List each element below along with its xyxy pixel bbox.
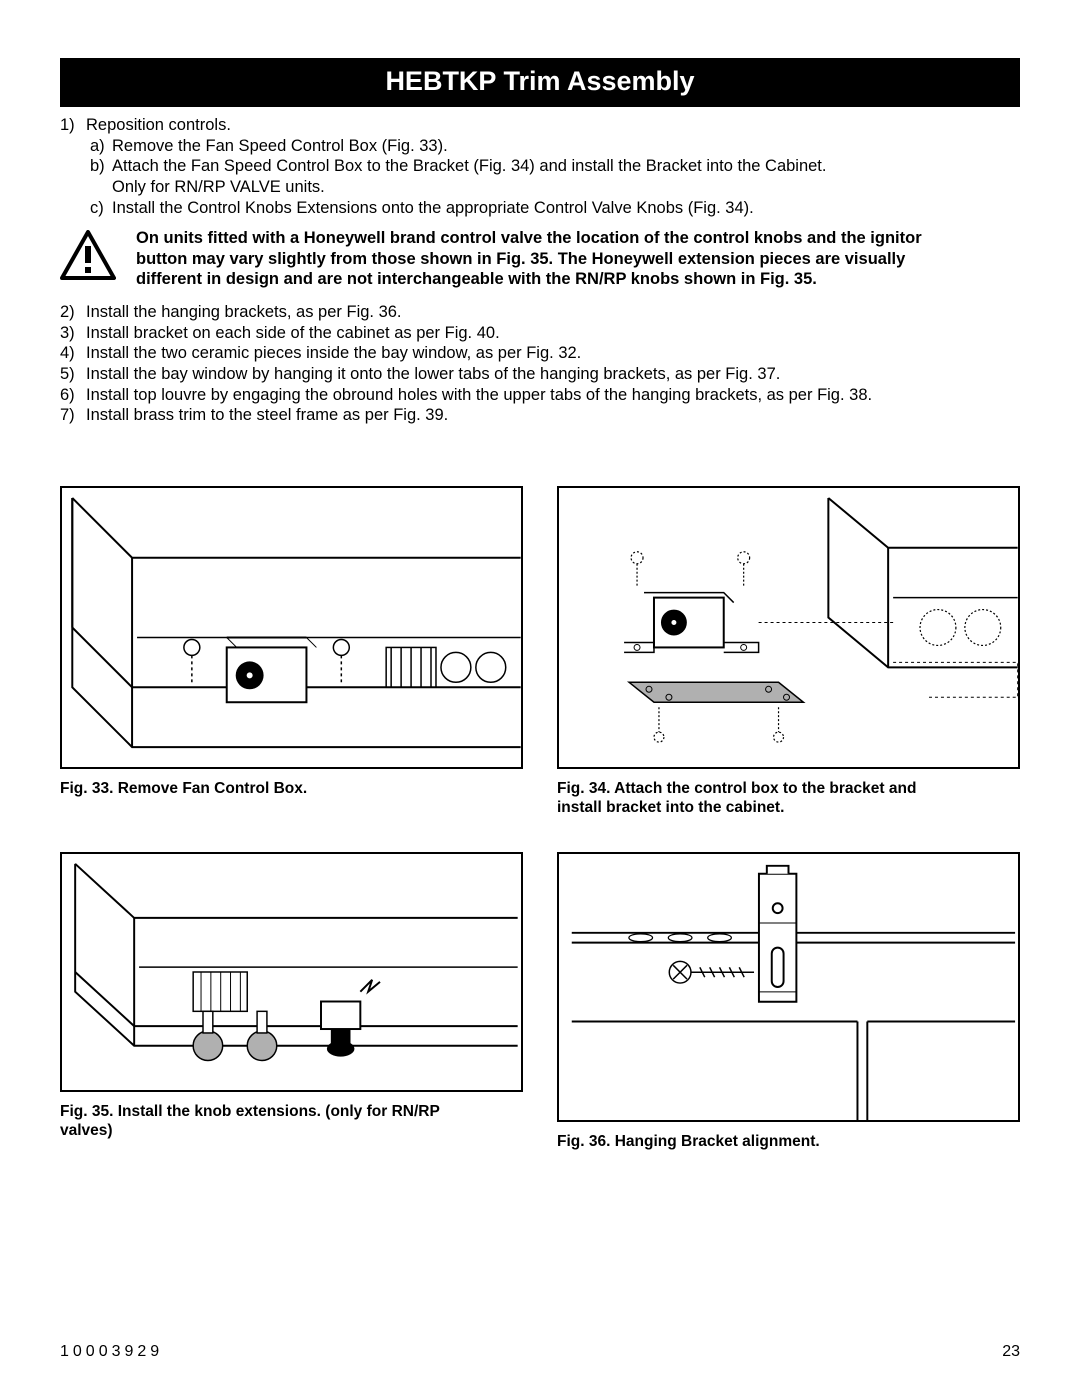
figure-34-caption-l2: install bracket into the cabinet. <box>557 798 1020 817</box>
warning-line1: On units fitted with a Honeywell brand c… <box>136 228 922 249</box>
step-1a: a) Remove the Fan Speed Control Box (Fig… <box>60 136 1020 157</box>
figure-34-diagram <box>557 486 1020 769</box>
step-1b-line1: Attach the Fan Speed Control Box to the … <box>112 156 1020 177</box>
figure-36-diagram <box>557 852 1020 1122</box>
figure-36: Fig. 36. Hanging Bracket alignment. <box>557 852 1020 1151</box>
step-1b-line2: Only for RN/RP VALVE units. <box>112 177 1020 198</box>
warning-icon <box>60 228 116 280</box>
step-1a-text: Remove the Fan Speed Control Box (Fig. 3… <box>112 136 1020 157</box>
step-7-text: Install brass trim to the steel frame as… <box>86 405 1020 426</box>
step-4-text: Install the two ceramic pieces inside th… <box>86 343 1020 364</box>
step-2: 2) Install the hanging brackets, as per … <box>60 302 1020 323</box>
step-1b: b) Attach the Fan Speed Control Box to t… <box>60 156 1020 197</box>
step-6-text: Install top louvre by engaging the obrou… <box>86 385 1020 406</box>
step-5-text: Install the bay window by hanging it ont… <box>86 364 1020 385</box>
step-1c-text: Install the Control Knobs Extensions ont… <box>112 198 1020 219</box>
figures-grid: Fig. 33. Remove Fan Control Box. <box>60 486 1020 1151</box>
step-2-text: Install the hanging brackets, as per Fig… <box>86 302 1020 323</box>
step-2-num: 2) <box>60 302 86 323</box>
doc-number: 10003929 <box>60 1343 163 1361</box>
step-7: 7) Install brass trim to the steel frame… <box>60 405 1020 426</box>
figure-33-caption: Fig. 33. Remove Fan Control Box. <box>60 779 523 798</box>
step-1c: c) Install the Control Knobs Extensions … <box>60 198 1020 219</box>
step-7-num: 7) <box>60 405 86 426</box>
page-number: 23 <box>1002 1343 1020 1361</box>
figure-35-caption-l2: valves) <box>60 1121 523 1140</box>
step-3: 3) Install bracket on each side of the c… <box>60 323 1020 344</box>
figure-34-caption-l1: Fig. 34. Attach the control box to the b… <box>557 779 1020 798</box>
step-6: 6) Install top louvre by engaging the ob… <box>60 385 1020 406</box>
step-3-text: Install bracket on each side of the cabi… <box>86 323 1020 344</box>
step-5-num: 5) <box>60 364 86 385</box>
step-1-text: Reposition controls. <box>86 115 1020 136</box>
figure-33: Fig. 33. Remove Fan Control Box. <box>60 486 523 818</box>
figure-33-diagram <box>60 486 523 769</box>
step-4-num: 4) <box>60 343 86 364</box>
warning-block: On units fitted with a Honeywell brand c… <box>60 228 1020 290</box>
step-1-num: 1) <box>60 115 86 136</box>
figure-36-caption: Fig. 36. Hanging Bracket alignment. <box>557 1132 1020 1151</box>
figure-35-diagram <box>60 852 523 1092</box>
step-6-num: 6) <box>60 385 86 406</box>
warning-line2: button may vary slightly from those show… <box>136 249 922 270</box>
warning-line3: different in design and are not intercha… <box>136 269 922 290</box>
step-1: 1) Reposition controls. <box>60 115 1020 136</box>
title-bar: HEBTKP Trim Assembly <box>60 58 1020 107</box>
step-1c-letter: c) <box>90 198 112 219</box>
figure-34: Fig. 34. Attach the control box to the b… <box>557 486 1020 818</box>
step-5: 5) Install the bay window by hanging it … <box>60 364 1020 385</box>
figure-35: Fig. 35. Install the knob extensions. (o… <box>60 852 523 1151</box>
step-1a-letter: a) <box>90 136 112 157</box>
step-4: 4) Install the two ceramic pieces inside… <box>60 343 1020 364</box>
instructions-block: 1) Reposition controls. a) Remove the Fa… <box>60 115 1020 426</box>
figure-35-caption-l1: Fig. 35. Install the knob extensions. (o… <box>60 1102 523 1121</box>
page-footer: 10003929 23 <box>60 1343 1020 1361</box>
step-3-num: 3) <box>60 323 86 344</box>
step-1b-letter: b) <box>90 156 112 197</box>
